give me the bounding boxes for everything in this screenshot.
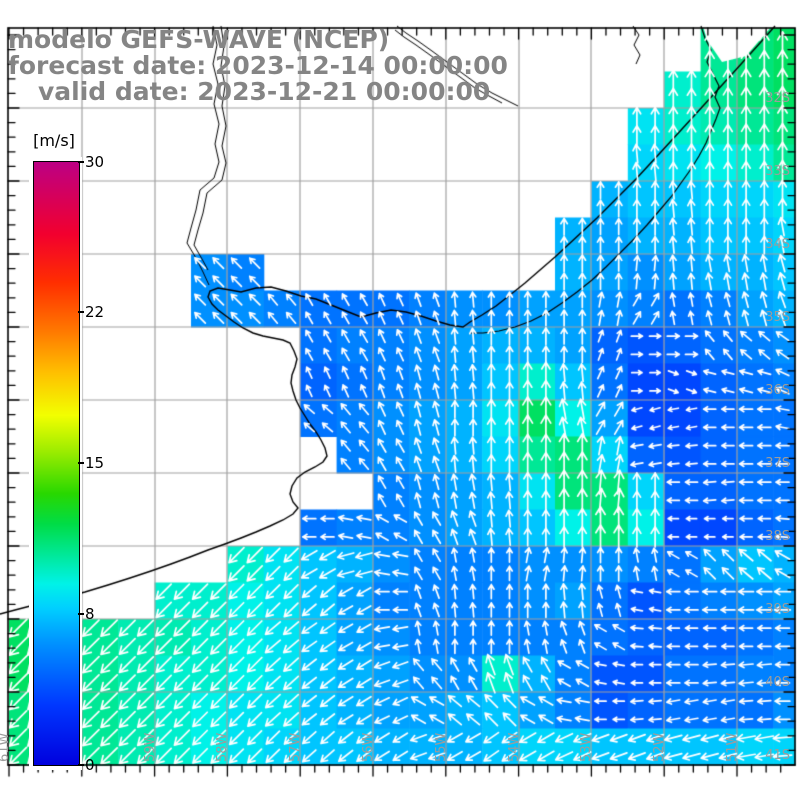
lon-label-53W: 53W [579,732,594,762]
lat-label-35S: 35S [765,310,790,325]
colorbar-unit-label: [m/s] [33,131,75,150]
colorbar-tick-mark [78,763,84,766]
lat-label-34S: 34S [765,237,790,252]
lat-label-40S: 40S [765,675,790,690]
lon-label-58W: 58W [215,732,230,762]
colorbar-tick-mark [78,160,84,163]
lon-label-57W: 57W [288,732,303,762]
colorbar-tick-mark [78,612,84,615]
lon-label-55W: 55W [434,732,449,762]
colorbar-tick-30: 30 [85,152,105,171]
lon-label-54W: 54W [507,732,522,762]
colorbar-tick-22: 22 [85,303,105,322]
lat-label-38S: 38S [765,529,790,544]
lat-label-36S: 36S [765,383,790,398]
lon-label-51W: 51W [725,732,740,762]
colorbar-tick-0: 0 [85,755,95,774]
lon-label-52W: 52W [652,732,667,762]
lat-label-33S: 33S [765,164,790,179]
colorbar-tick-mark [78,311,84,314]
lat-label-41S: 41S [765,748,790,763]
lon-label-59W: 59W [143,732,158,762]
lat-label-37S: 37S [765,456,790,471]
colorbar-gradient [33,161,80,766]
colorbar-tick-mark [78,462,84,464]
lat-label-32S: 32S [765,91,790,106]
lon-label-61W: 61W [0,732,12,762]
lat-label-39S: 39S [765,602,790,617]
colorbar-tick-15: 15 [85,454,105,472]
colorbar-tick-8: 8 [85,604,95,623]
lon-label-56W: 56W [361,732,376,762]
